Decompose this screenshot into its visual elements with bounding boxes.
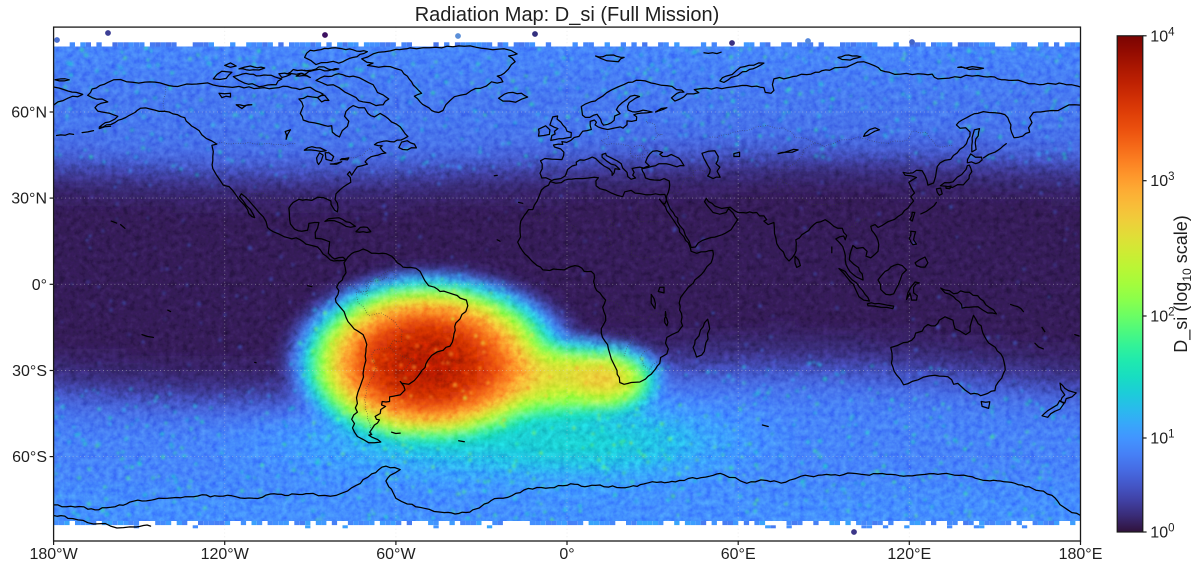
svg-text:103: 103	[1150, 171, 1174, 190]
svg-text:Radiation Map: D_si (Full Miss: Radiation Map: D_si (Full Mission)	[415, 4, 720, 26]
svg-text:60°N: 60°N	[11, 105, 47, 122]
svg-text:60°E: 60°E	[721, 546, 756, 563]
svg-text:D_si (log10 scale): D_si (log10 scale)	[1171, 215, 1194, 352]
svg-text:60°S: 60°S	[12, 449, 47, 466]
svg-text:0°: 0°	[32, 277, 47, 294]
svg-text:30°S: 30°S	[12, 363, 47, 380]
svg-text:180°W: 180°W	[29, 546, 78, 563]
svg-text:0°: 0°	[559, 546, 574, 563]
svg-text:60°W: 60°W	[376, 546, 416, 563]
svg-text:100: 100	[1150, 523, 1174, 542]
svg-text:180°E: 180°E	[1059, 546, 1103, 563]
svg-text:104: 104	[1150, 26, 1175, 45]
svg-text:101: 101	[1150, 429, 1174, 448]
svg-text:120°E: 120°E	[887, 546, 931, 563]
svg-text:120°W: 120°W	[201, 546, 250, 563]
svg-text:30°N: 30°N	[11, 191, 47, 208]
